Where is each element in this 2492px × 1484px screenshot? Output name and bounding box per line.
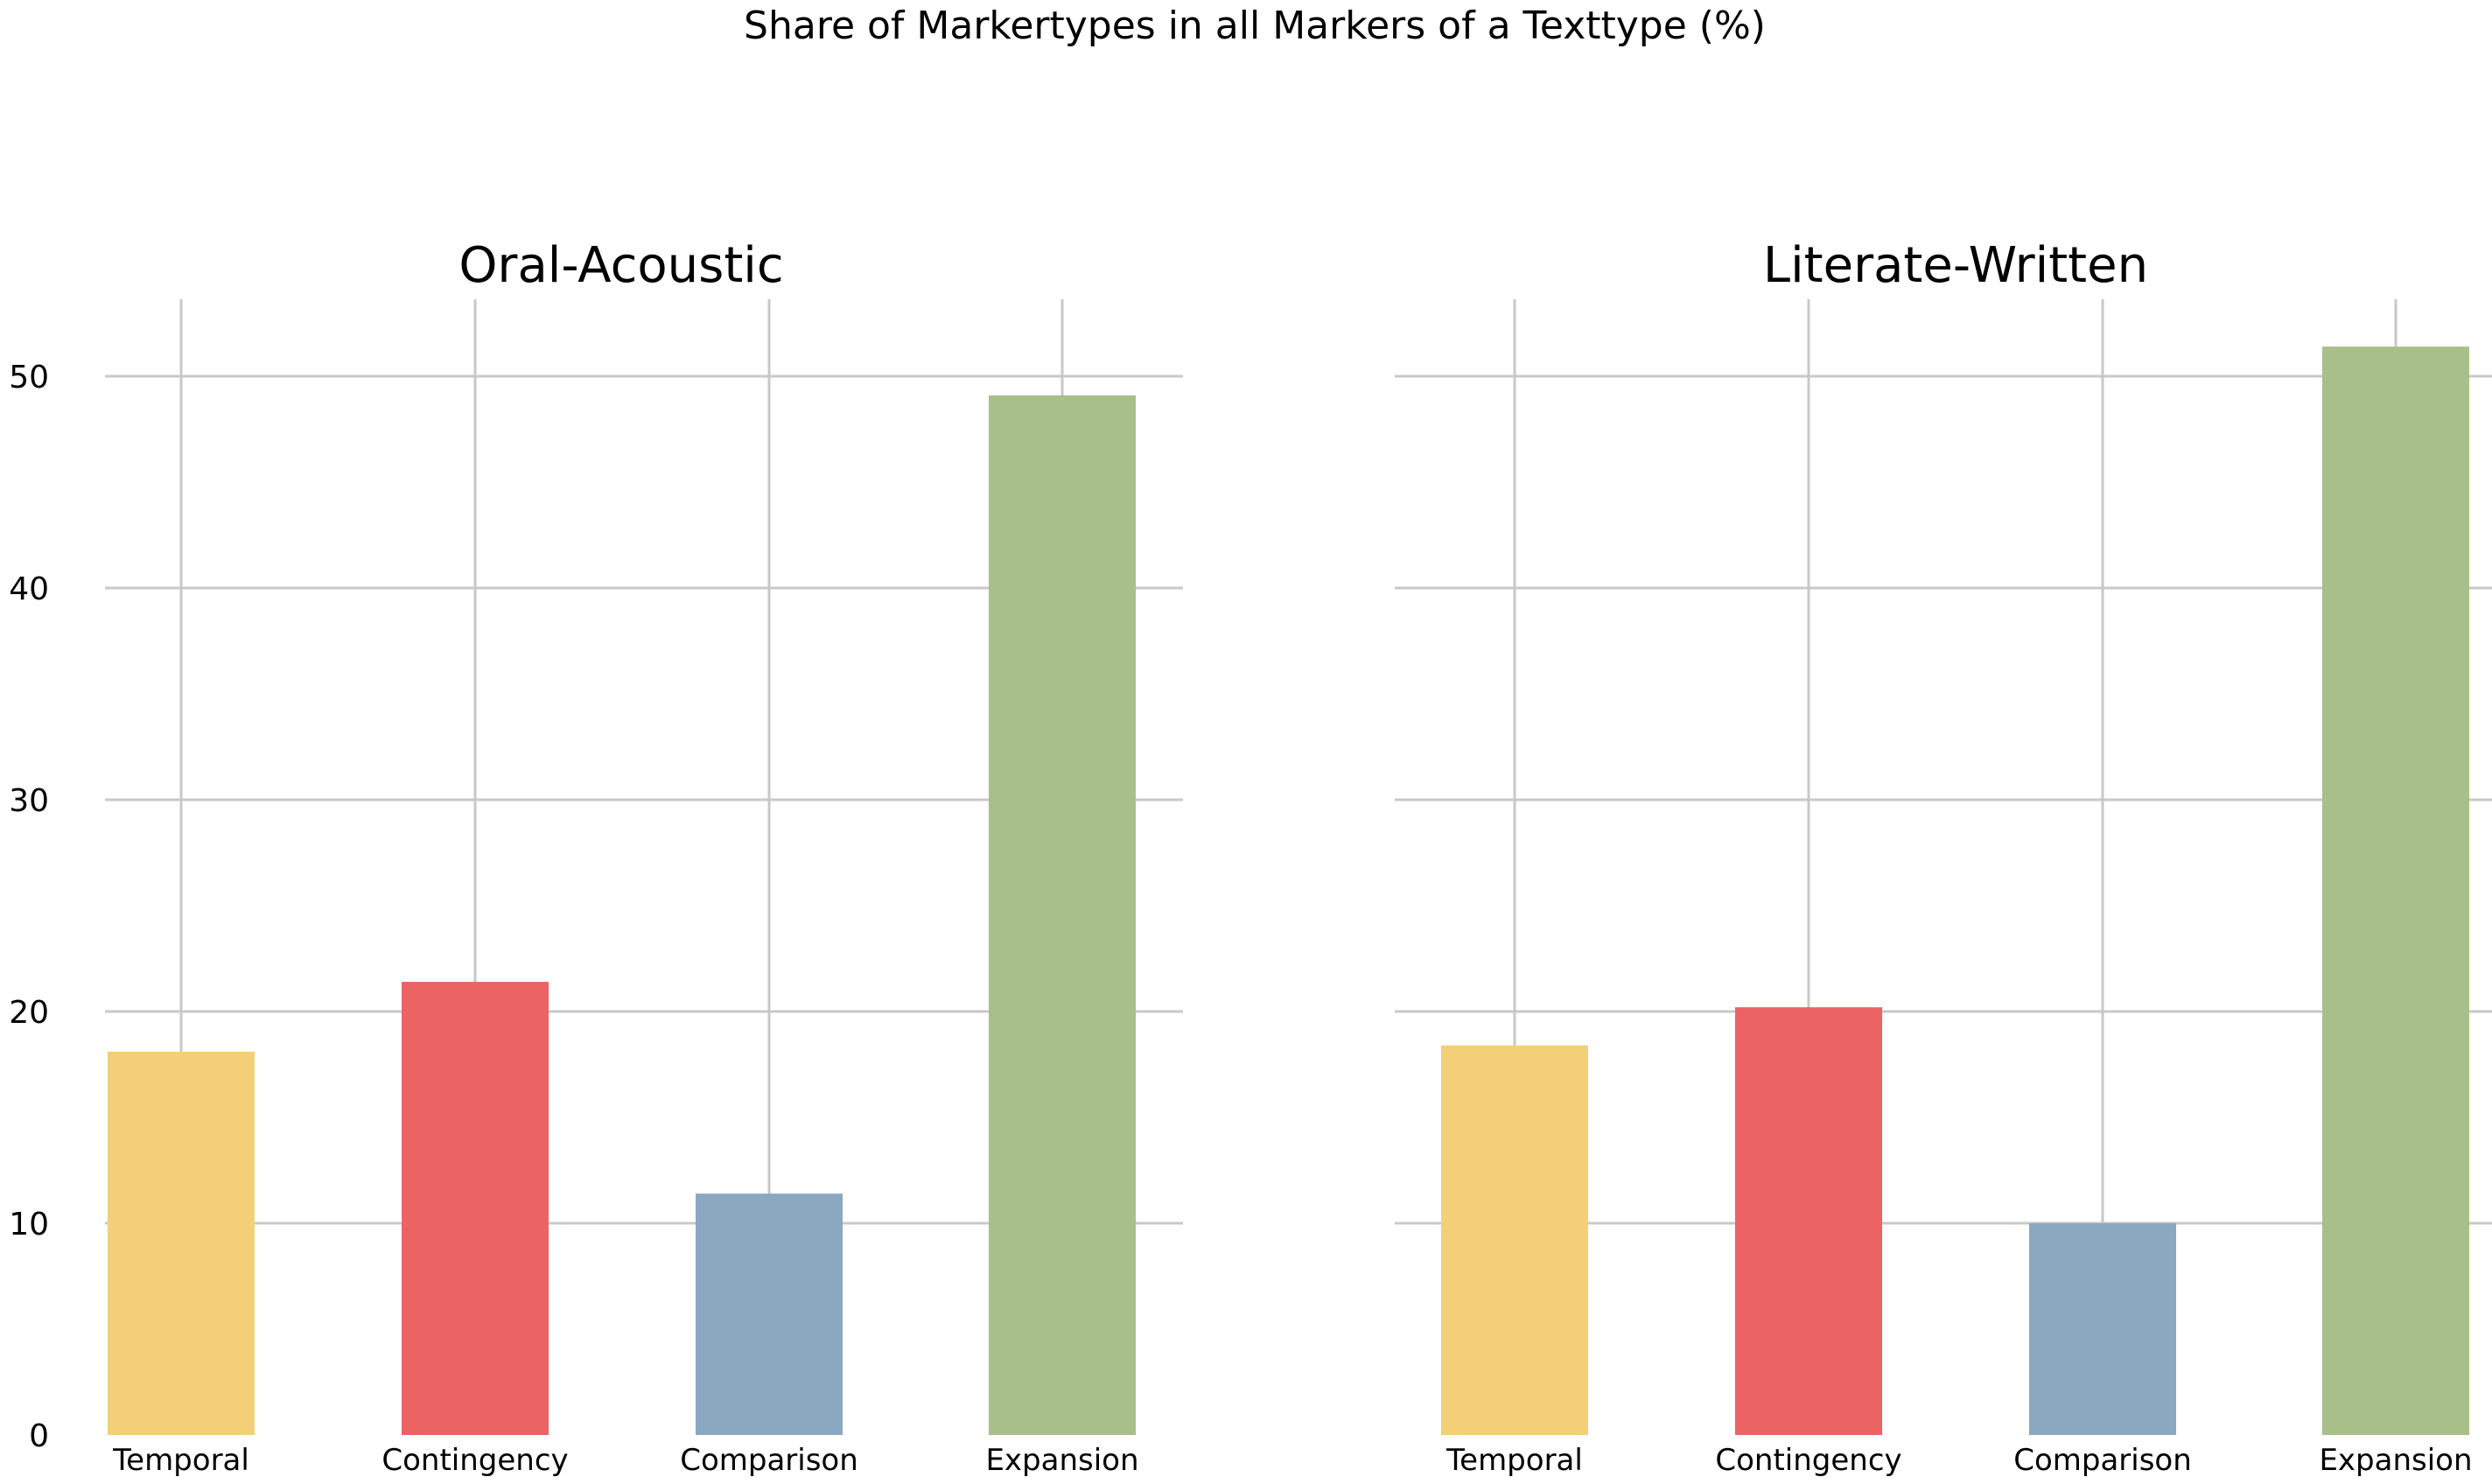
y-tick-labels: 0 10 20 30 40 50 bbox=[9, 360, 49, 1454]
x-tick-label-contingency: Contingency bbox=[1715, 1443, 1901, 1478]
x-tick-labels-oral-acoustic: Temporal Contingency Comparison Expansion bbox=[112, 1443, 1138, 1478]
x-tick-label-contingency: Contingency bbox=[382, 1443, 568, 1478]
x-tick-label-expansion: Expansion bbox=[985, 1443, 1138, 1478]
x-tick-label-expansion: Expansion bbox=[2319, 1443, 2472, 1478]
y-tick-label-10: 10 bbox=[9, 1207, 49, 1242]
x-tick-label-temporal: Temporal bbox=[112, 1443, 249, 1478]
bar-literate-written-temporal bbox=[1441, 1045, 1588, 1435]
panel-oral-acoustic: Oral-Acoustic Temporal Contingency Compari… bbox=[9, 237, 1183, 1478]
panel-title-oral-acoustic: Oral-Acoustic bbox=[458, 237, 783, 294]
bar-oral-acoustic-expansion bbox=[989, 395, 1136, 1435]
figure-title: Share of Markertypes in all Markers of a… bbox=[744, 4, 1766, 48]
panel-literate-written: Literate-Written Temporal Contingency Comp… bbox=[1395, 237, 2492, 1478]
y-tick-label-30: 30 bbox=[9, 783, 49, 819]
bar-oral-acoustic-temporal bbox=[108, 1051, 255, 1435]
x-tick-label-temporal: Temporal bbox=[1446, 1443, 1583, 1478]
x-tick-label-comparison: Comparison bbox=[2013, 1443, 2192, 1478]
x-tick-labels-literate-written: Temporal Contingency Comparison Expansion bbox=[1446, 1443, 2472, 1478]
y-tick-label-20: 20 bbox=[9, 995, 49, 1031]
bar-literate-written-contingency bbox=[1735, 1007, 1882, 1435]
y-tick-label-50: 50 bbox=[9, 360, 49, 396]
bar-oral-acoustic-contingency bbox=[402, 982, 549, 1435]
panel-title-literate-written: Literate-Written bbox=[1763, 237, 2148, 294]
bar-literate-written-expansion bbox=[2322, 346, 2469, 1435]
bars-oral-acoustic bbox=[108, 395, 1136, 1435]
bars-literate-written bbox=[1441, 346, 2469, 1435]
x-tick-label-comparison: Comparison bbox=[680, 1443, 858, 1478]
bar-literate-written-comparison bbox=[2029, 1223, 2176, 1435]
bar-oral-acoustic-comparison bbox=[696, 1194, 843, 1435]
y-tick-label-0: 0 bbox=[29, 1418, 49, 1454]
y-tick-label-40: 40 bbox=[9, 571, 49, 607]
